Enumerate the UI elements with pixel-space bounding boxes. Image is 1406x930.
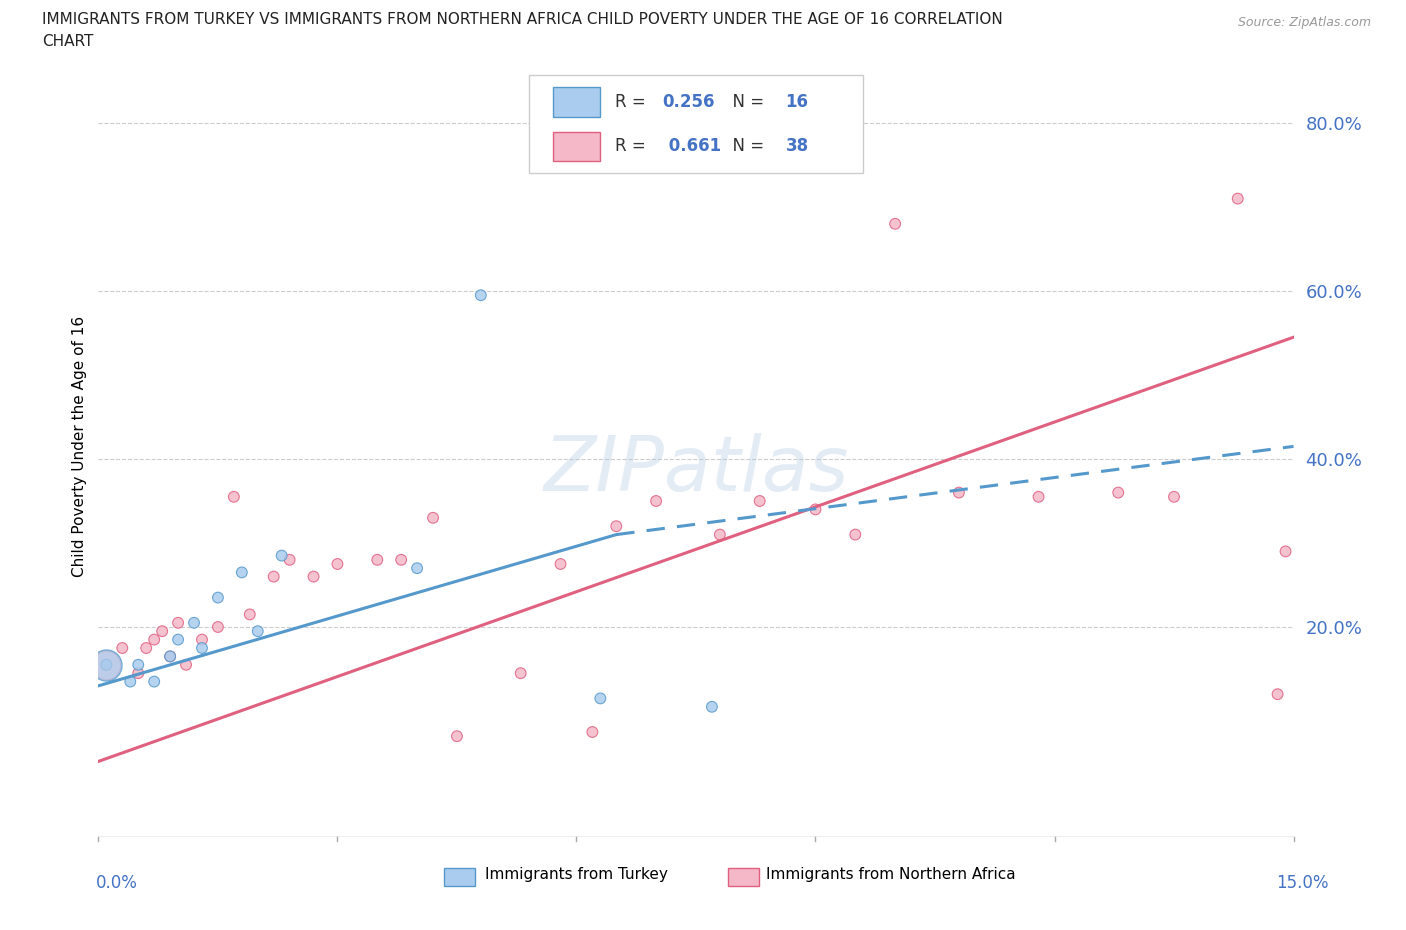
Point	[143, 674, 166, 689]
Point	[844, 527, 866, 542]
Text: N =: N =	[723, 93, 769, 111]
Point	[96, 658, 118, 672]
Point	[1226, 192, 1249, 206]
Text: 0.661: 0.661	[662, 138, 721, 155]
Point	[366, 552, 388, 567]
Text: N =: N =	[723, 138, 769, 155]
Point	[143, 632, 166, 647]
Text: IMMIGRANTS FROM TURKEY VS IMMIGRANTS FROM NORTHERN AFRICA CHILD POVERTY UNDER TH: IMMIGRANTS FROM TURKEY VS IMMIGRANTS FRO…	[42, 12, 1002, 27]
Point	[167, 616, 190, 631]
Text: 0.0%: 0.0%	[96, 874, 138, 892]
Point	[167, 632, 190, 647]
Point	[231, 565, 253, 579]
Point	[120, 674, 142, 689]
Point	[183, 616, 205, 631]
Point	[159, 649, 181, 664]
Point	[550, 556, 572, 571]
Point	[406, 561, 429, 576]
Text: R =: R =	[614, 138, 651, 155]
Point	[191, 632, 214, 647]
Point	[1107, 485, 1129, 500]
Point	[246, 624, 269, 639]
Point	[589, 691, 612, 706]
Point	[127, 658, 149, 672]
Text: 0.256: 0.256	[662, 93, 716, 111]
Text: Source: ZipAtlas.com: Source: ZipAtlas.com	[1237, 16, 1371, 29]
Point	[605, 519, 627, 534]
Point	[174, 658, 197, 672]
Point	[948, 485, 970, 500]
Text: 16: 16	[786, 93, 808, 111]
Point	[96, 658, 118, 672]
FancyBboxPatch shape	[553, 131, 600, 161]
Point	[270, 548, 292, 563]
Point	[509, 666, 531, 681]
Point	[422, 511, 444, 525]
Point	[581, 724, 603, 739]
Point	[96, 658, 118, 672]
Point	[127, 666, 149, 681]
Point	[470, 287, 492, 302]
Point	[263, 569, 285, 584]
Point	[150, 624, 173, 639]
Point	[1028, 489, 1050, 504]
Text: Immigrants from Turkey: Immigrants from Turkey	[485, 867, 668, 882]
Point	[709, 527, 731, 542]
Text: 15.0%: 15.0%	[1277, 874, 1329, 892]
Point	[222, 489, 245, 504]
Text: CHART: CHART	[42, 34, 94, 49]
Point	[1267, 686, 1289, 701]
Point	[700, 699, 723, 714]
Point	[748, 494, 770, 509]
Point	[446, 729, 468, 744]
Point	[884, 217, 907, 232]
Point	[645, 494, 668, 509]
Point	[96, 658, 118, 672]
Point	[111, 641, 134, 656]
Point	[389, 552, 412, 567]
Point	[239, 607, 262, 622]
Point	[135, 641, 157, 656]
Point	[207, 619, 229, 634]
Point	[159, 649, 181, 664]
FancyBboxPatch shape	[529, 75, 863, 173]
Point	[326, 556, 349, 571]
Text: ZIPatlas: ZIPatlas	[543, 432, 849, 507]
Point	[191, 641, 214, 656]
Text: R =: R =	[614, 93, 651, 111]
Y-axis label: Child Poverty Under the Age of 16: Child Poverty Under the Age of 16	[72, 316, 87, 577]
Point	[1163, 489, 1185, 504]
Point	[804, 502, 827, 517]
FancyBboxPatch shape	[553, 87, 600, 117]
Point	[1274, 544, 1296, 559]
Point	[278, 552, 301, 567]
Text: Immigrants from Northern Africa: Immigrants from Northern Africa	[766, 867, 1017, 882]
Point	[207, 591, 229, 605]
Point	[302, 569, 325, 584]
Text: 38: 38	[786, 138, 808, 155]
